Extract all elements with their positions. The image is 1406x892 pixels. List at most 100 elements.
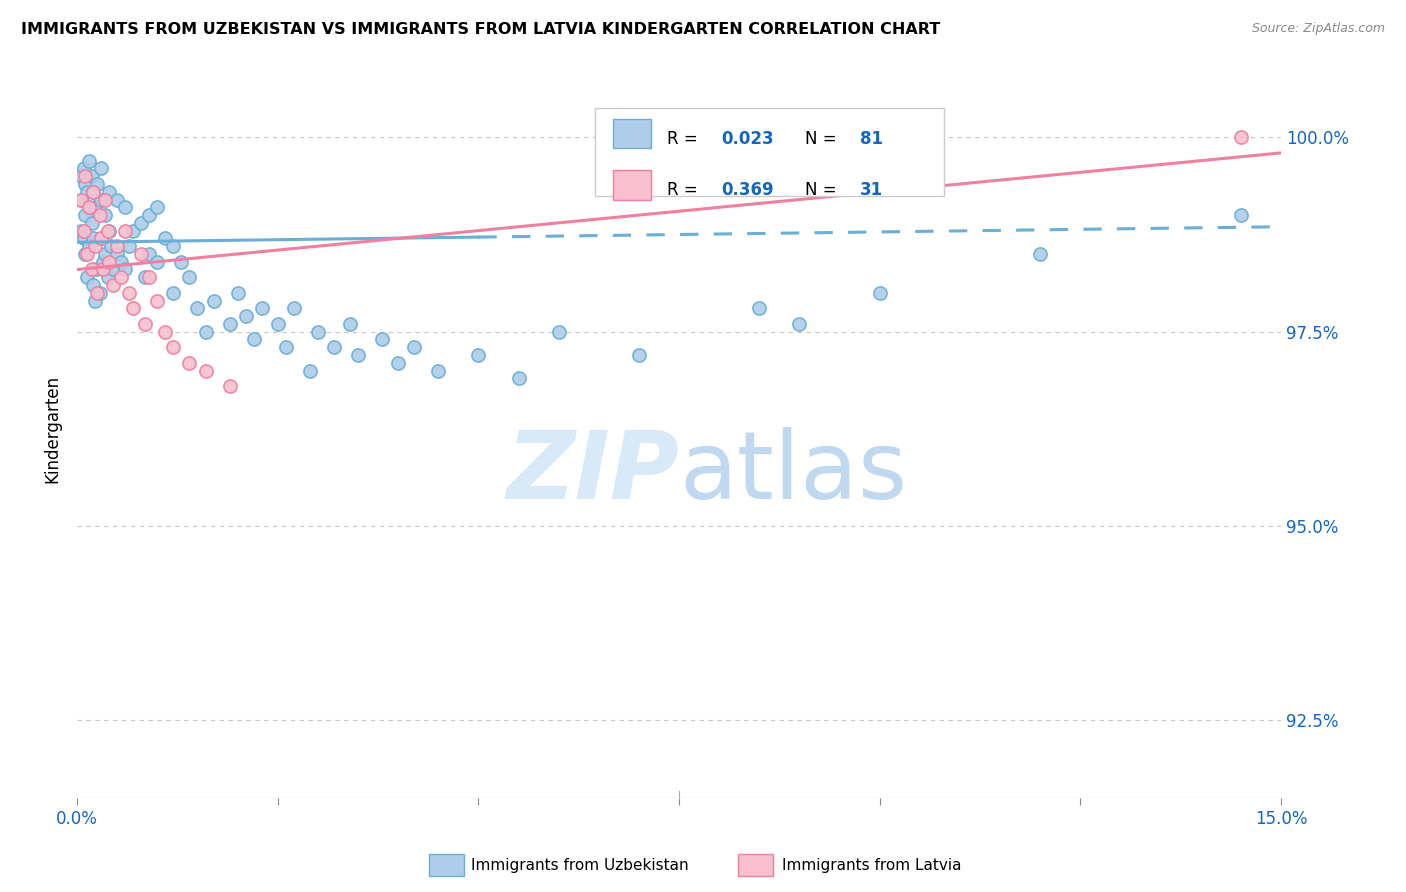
Point xyxy=(138,247,160,261)
Point xyxy=(242,333,264,347)
Point xyxy=(134,317,156,331)
Point xyxy=(86,262,108,277)
FancyBboxPatch shape xyxy=(595,108,943,196)
Point xyxy=(97,270,120,285)
Point xyxy=(1230,130,1253,145)
Point xyxy=(1230,208,1253,222)
Point xyxy=(155,325,177,339)
Point xyxy=(82,278,104,293)
Text: ZIP: ZIP xyxy=(506,427,679,519)
Point xyxy=(103,278,125,293)
Point xyxy=(98,185,121,199)
Text: 0.023: 0.023 xyxy=(721,129,773,148)
Point xyxy=(235,309,257,323)
Point xyxy=(627,348,650,362)
Point xyxy=(76,270,98,285)
Point xyxy=(90,231,112,245)
Point xyxy=(118,285,141,300)
Point xyxy=(75,169,97,184)
Point xyxy=(76,185,98,199)
Point xyxy=(118,239,141,253)
Point xyxy=(77,200,100,214)
Point xyxy=(322,340,344,354)
Point xyxy=(467,348,489,362)
Point xyxy=(194,325,217,339)
Point xyxy=(91,254,114,268)
Point xyxy=(138,270,160,285)
Bar xyxy=(613,119,651,148)
Point xyxy=(226,285,249,300)
Point xyxy=(547,325,569,339)
Point xyxy=(89,285,111,300)
Point xyxy=(202,293,225,308)
Point xyxy=(94,247,117,261)
Point xyxy=(86,285,108,300)
Point xyxy=(274,340,297,354)
Point xyxy=(267,317,290,331)
Y-axis label: Kindergarten: Kindergarten xyxy=(44,375,60,483)
Point xyxy=(138,208,160,222)
Point xyxy=(77,239,100,253)
Point xyxy=(110,270,132,285)
Point xyxy=(170,254,193,268)
Point xyxy=(194,363,217,377)
Point xyxy=(70,169,93,184)
Point xyxy=(80,169,103,184)
Point xyxy=(103,262,125,277)
Text: Immigrants from Latvia: Immigrants from Latvia xyxy=(782,858,962,872)
Point xyxy=(72,224,94,238)
Point xyxy=(283,301,305,316)
Point xyxy=(75,208,97,222)
Point xyxy=(90,193,112,207)
Point xyxy=(508,371,530,385)
Point xyxy=(155,231,177,245)
Point xyxy=(162,340,184,354)
Point xyxy=(307,325,329,339)
Point xyxy=(347,348,370,362)
Point xyxy=(105,239,128,253)
Point xyxy=(162,285,184,300)
Text: Immigrants from Uzbekistan: Immigrants from Uzbekistan xyxy=(471,858,689,872)
Point xyxy=(90,161,112,176)
Point xyxy=(179,270,201,285)
Point xyxy=(82,231,104,245)
Point xyxy=(129,247,152,261)
Point xyxy=(146,293,169,308)
Point xyxy=(122,224,145,238)
Point xyxy=(869,285,891,300)
Point xyxy=(105,193,128,207)
Point xyxy=(70,193,93,207)
Point xyxy=(82,185,104,199)
Point xyxy=(105,247,128,261)
Point xyxy=(179,356,201,370)
Point xyxy=(76,247,98,261)
Point xyxy=(97,224,120,238)
Text: 81: 81 xyxy=(859,129,883,148)
Point xyxy=(91,262,114,277)
Point xyxy=(77,200,100,214)
Text: N =: N = xyxy=(806,181,842,200)
Text: IMMIGRANTS FROM UZBEKISTAN VS IMMIGRANTS FROM LATVIA KINDERGARTEN CORRELATION CH: IMMIGRANTS FROM UZBEKISTAN VS IMMIGRANTS… xyxy=(21,22,941,37)
Point xyxy=(83,239,105,253)
Text: Source: ZipAtlas.com: Source: ZipAtlas.com xyxy=(1251,22,1385,36)
Bar xyxy=(613,170,651,200)
Point xyxy=(387,356,409,370)
Point xyxy=(75,247,97,261)
Point xyxy=(134,270,156,285)
Point xyxy=(90,231,112,245)
Text: R =: R = xyxy=(666,129,703,148)
Point xyxy=(80,216,103,230)
Point xyxy=(75,177,97,191)
Point xyxy=(86,177,108,191)
Point xyxy=(1029,247,1052,261)
Point xyxy=(110,254,132,268)
Point xyxy=(98,254,121,268)
Point xyxy=(146,254,169,268)
Point xyxy=(748,301,770,316)
Point xyxy=(114,224,136,238)
Point xyxy=(72,231,94,245)
Point xyxy=(186,301,208,316)
Point xyxy=(218,317,240,331)
Point xyxy=(83,293,105,308)
Point xyxy=(89,208,111,222)
